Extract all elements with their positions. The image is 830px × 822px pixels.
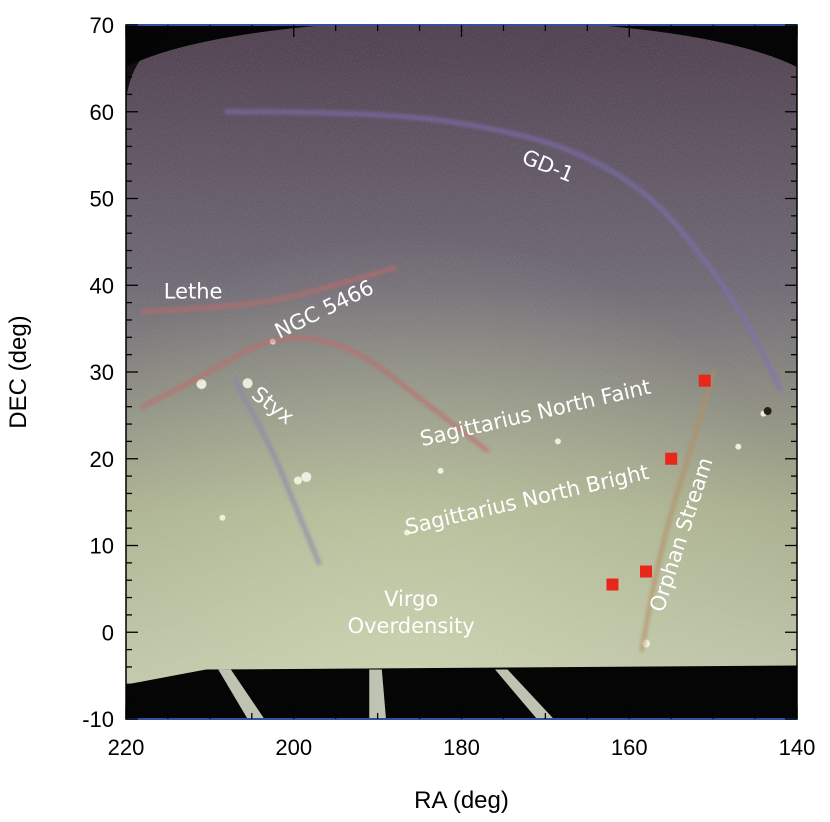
x-tick-label: 220	[108, 735, 145, 760]
star-0	[196, 379, 207, 390]
star-6	[437, 467, 444, 474]
survey-edge-mask	[126, 25, 797, 719]
mask-strut-1	[369, 669, 387, 719]
star-1	[242, 378, 253, 389]
star-2	[301, 471, 312, 482]
orphan-markers	[606, 374, 711, 591]
x-tick-label: 160	[611, 735, 648, 760]
label-line: Lethe	[164, 279, 223, 303]
star-7	[403, 529, 410, 536]
y-tick-label: 40	[90, 273, 114, 298]
stream-gd-1	[224, 109, 783, 392]
star-9	[735, 443, 742, 450]
y-tick-label: 20	[90, 447, 114, 472]
mask-strut-0	[218, 669, 265, 719]
stream-styx	[232, 378, 322, 566]
orphan-marker-0	[698, 374, 711, 387]
sky-noise-texture	[126, 25, 797, 719]
label-line: Overdensity	[348, 614, 475, 638]
dark-spot	[763, 407, 772, 416]
star-11	[219, 514, 226, 521]
mask-top-right	[597, 25, 797, 67]
x-tick-label: 200	[275, 735, 312, 760]
orphan-marker-1	[665, 452, 678, 465]
orphan-marker-3	[606, 578, 619, 591]
x-tick-label: 180	[443, 735, 480, 760]
x-axis-title: RA (deg)	[414, 787, 509, 814]
y-tick-label: 60	[90, 100, 114, 125]
stream-label-7: Virgo Overdensity	[348, 587, 475, 638]
mask-bottom	[126, 665, 797, 719]
y-tick-label: -10	[82, 707, 114, 732]
y-tick-label: 70	[90, 13, 114, 38]
x-tick-label: 140	[779, 735, 816, 760]
stream-orphan-stream	[639, 369, 716, 653]
axes: 220 200 180 160 140 -10 0 10 20 30 40 50 60 70 RA (deg…	[5, 13, 815, 814]
mask-top-left	[126, 25, 326, 67]
y-axis-title: DEC (deg)	[5, 315, 32, 428]
stream-label-1: Lethe	[164, 279, 223, 303]
star-3	[293, 476, 302, 485]
mask-strut-2	[495, 669, 554, 719]
stream-ngc-5466	[140, 335, 490, 453]
stream-lethe	[140, 265, 397, 314]
mask-corner-left	[126, 25, 166, 100]
y-tick-label: 0	[102, 620, 114, 645]
orphan-marker-2	[640, 565, 653, 578]
star-5	[554, 438, 561, 445]
stream-tracks	[140, 109, 783, 653]
y-tick-label: 30	[90, 360, 114, 385]
y-tick-label: 50	[90, 187, 114, 212]
y-tick-label: 10	[90, 534, 114, 559]
label-line: Virgo	[384, 587, 438, 611]
